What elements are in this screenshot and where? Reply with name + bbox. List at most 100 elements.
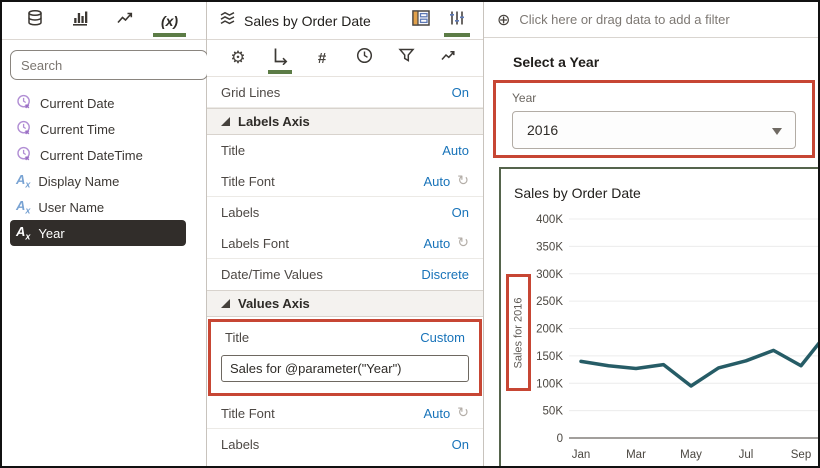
annotation-box-y-axis-title: Sales for 2016 [506,274,531,391]
list-item-current-date[interactable]: Current Date [10,90,186,116]
list-item-label: Year [38,225,65,241]
collapse-triangle-icon [221,299,230,308]
sales-line-chart-viz[interactable]: Sales by Order Date Sales for 2016 0 50K 1… [499,167,818,466]
year-select[interactable]: 2016 [512,111,796,149]
property-value-link[interactable]: On [451,437,469,452]
property-row-grid-lines: Grid Lines On [207,77,483,108]
property-row-title: Title Auto [207,135,483,166]
list-item-current-time[interactable]: Current Time [10,116,186,142]
filter-bar[interactable]: ⊕ Click here or drag data to add a filte… [484,2,818,38]
datetime-parameter-icon [16,146,32,165]
y-tick-label: 100K [536,378,563,390]
clock-icon [356,47,373,69]
list-item-year[interactable]: Ax Year [10,220,186,246]
property-value-link[interactable]: On [451,205,469,220]
property-row-labels: Labels On [207,197,483,228]
section-header-labels-axis[interactable]: Labels Axis [207,108,483,135]
y-tick-label: 400K [536,214,563,226]
property-category-tabs: ⚙ # [207,40,483,77]
property-value-link[interactable]: On [451,84,469,100]
text-parameter-icon: Ax [16,224,31,242]
list-item-label: Current Date [40,95,115,111]
year-select-value: 2016 [527,122,559,138]
property-row-labels-font: Labels Font Auto ↻ [207,228,483,259]
list-item-label: Current DateTime [40,147,143,163]
properties-button[interactable] [443,2,471,39]
data-elements-panel: (x) ⊕ Current Date Current Time Current Da… [2,2,232,466]
chevron-down-icon [772,128,782,135]
property-label: Title Font [221,173,275,189]
property-row-date-time-values: Date/Time Values Discrete [207,259,483,290]
grammar-panel-button[interactable] [407,2,435,39]
property-label: Title Font [221,405,275,421]
reset-icon[interactable]: ↻ [457,405,469,421]
annotation-box-values-axis-title: Title Custom [208,319,482,396]
property-label: Title [221,143,246,158]
y-axis-title: Sales for 2016 [512,297,525,368]
property-value-link[interactable]: Auto [423,405,451,421]
sales-line-chart: 0 50K 100K 150K 200K 250K 300K 350K 400K Jan Mar Ma… [536,214,818,461]
datetime-parameter-icon [16,94,32,113]
gear-icon: ⚙ [230,47,246,68]
property-value-link[interactable]: Auto [423,173,451,189]
list-item-display-name[interactable]: Ax Display Name [10,168,186,194]
left-panel-tabs: (x) [2,2,206,40]
property-label: Date/Time Values [221,267,323,282]
year-parameter-control: Year 2016 [496,83,812,155]
property-value-link[interactable]: Custom [420,330,465,345]
x-tick-label: Sep [791,449,811,461]
properties-sliders-icon [449,10,465,31]
trend-small-icon [440,47,457,69]
x-tick-label: Mar [626,449,646,461]
section-label: Values Axis [238,296,310,311]
y-tick-label: 150K [536,351,563,363]
x-tick-label: Jul [739,449,754,461]
tab-analytics[interactable] [102,2,147,39]
property-row-title-font: Title Font Auto ↻ [207,398,483,429]
y-tick-label: 300K [536,269,563,281]
list-item-label: Current Time [40,121,116,137]
property-label: Labels [221,437,260,452]
x-tick-label: Jan [572,449,591,461]
canvas: Select a Year Year 2016 Sales by Order D… [484,38,818,466]
tab-data[interactable] [12,2,57,39]
tab-datetime-properties[interactable] [349,40,379,76]
tab-general-properties[interactable]: ⚙ [223,40,253,76]
property-value-link[interactable]: Auto [423,235,451,251]
section-label: Labels Axis [238,114,310,129]
custom-title-input-wrap [211,353,479,393]
datetime-parameter-icon [16,120,32,139]
tab-visualizations[interactable] [57,2,102,39]
properties-header: Sales by Order Date [207,2,483,40]
bar-chart-icon [71,9,89,32]
y-tick-label: 200K [536,324,563,336]
tab-values-properties[interactable]: # [307,40,337,76]
hash-icon: # [317,49,327,67]
property-row-title-font: Title Font Auto ↻ [207,166,483,197]
parameters-x-label: (x) [160,12,179,29]
tab-axis-properties[interactable] [265,40,295,76]
collapse-triangle-icon [221,117,230,126]
x-tick-label: May [680,449,702,461]
section-header-values-axis[interactable]: Values Axis [207,290,483,317]
property-value-link[interactable]: Auto [442,143,469,158]
search-input[interactable] [10,50,208,80]
list-item-user-name[interactable]: Ax User Name [10,194,186,220]
tab-parameters[interactable]: (x) [147,2,192,39]
search-row: ⊕ [2,40,232,88]
tab-analytics-properties[interactable] [433,40,463,76]
custom-axis-title-input[interactable] [221,355,469,382]
filter-funnel-icon [397,47,415,69]
list-item-current-datetime[interactable]: Current DateTime [10,142,186,168]
database-icon [26,9,44,32]
reset-icon[interactable]: ↻ [457,235,469,251]
property-value-link[interactable]: Discrete [421,267,469,282]
property-label: Title [225,330,250,345]
property-rows: Grid Lines On Labels Axis Title Auto Title Fo… [207,77,483,466]
reset-icon[interactable]: ↻ [457,173,469,189]
y-tick-label: 350K [536,241,563,253]
property-row-labels: Labels On [207,429,483,460]
trend-icon [116,9,134,32]
selected-viz-title: Sales by Order Date [244,12,371,29]
tab-filters-properties[interactable] [391,40,421,76]
